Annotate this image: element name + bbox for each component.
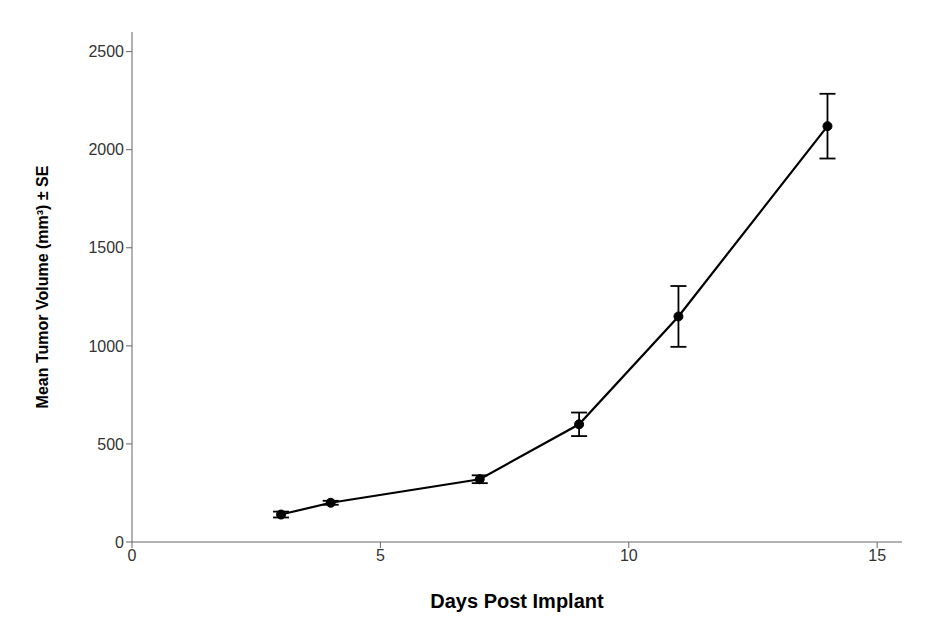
svg-text:500: 500: [97, 436, 124, 453]
svg-text:1500: 1500: [88, 239, 124, 256]
svg-text:2000: 2000: [88, 141, 124, 158]
svg-text:15: 15: [868, 547, 886, 564]
svg-text:0: 0: [128, 547, 137, 564]
svg-text:10: 10: [620, 547, 638, 564]
svg-text:0: 0: [115, 534, 124, 551]
svg-text:5: 5: [376, 547, 385, 564]
svg-text:Days Post Implant: Days Post Implant: [430, 590, 604, 612]
svg-text:2500: 2500: [88, 43, 124, 60]
svg-text:Mean Tumor Volume (mm³) ± SE: Mean Tumor Volume (mm³) ± SE: [34, 165, 51, 408]
svg-text:1000: 1000: [88, 338, 124, 355]
